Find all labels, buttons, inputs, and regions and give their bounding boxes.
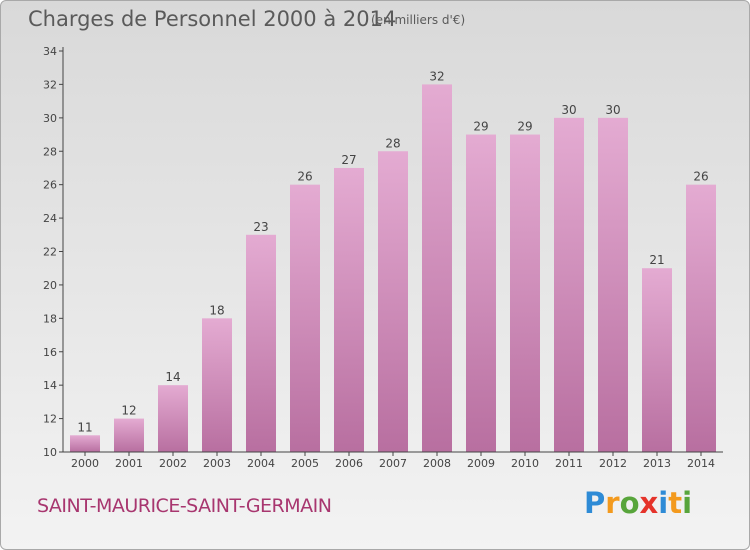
y-tick-label-10: 10 <box>43 446 57 459</box>
data-label-2007: 28 <box>385 136 400 150</box>
logo-letter: r <box>605 486 620 520</box>
y-tick-label-16: 16 <box>43 346 57 359</box>
x-tick-label-2012: 2012 <box>599 457 627 470</box>
data-label-2005: 26 <box>297 170 312 184</box>
y-tick-label-30: 30 <box>43 112 57 125</box>
x-tick-label-2000: 2000 <box>71 457 99 470</box>
y-tick-label-26: 26 <box>43 179 57 192</box>
y-tick-label-32: 32 <box>43 78 57 91</box>
bar-2002 <box>158 385 188 452</box>
data-label-2009: 29 <box>473 120 488 134</box>
bar-2011 <box>554 117 584 452</box>
bar-2006 <box>334 167 364 453</box>
y-tick-label-22: 22 <box>43 246 57 259</box>
logo-letter: t <box>668 486 683 520</box>
bar-2007 <box>378 151 408 452</box>
bar-chart: 11 12 14 18 23 26 27 28 32 29 29 30 30 21 26 2000 2001 2… <box>43 45 723 470</box>
x-tick-label-2009: 2009 <box>467 457 495 470</box>
y-tick-label-34: 34 <box>43 45 57 58</box>
x-tick-label-2007: 2007 <box>379 457 407 470</box>
logo-letter: i <box>658 486 669 520</box>
data-label-2003: 18 <box>209 303 224 317</box>
bar-2004 <box>246 234 276 452</box>
data-label-2001: 12 <box>121 404 136 418</box>
bar-2014 <box>686 184 716 452</box>
data-label-2014: 26 <box>693 170 708 184</box>
bar-2000 <box>70 435 100 452</box>
data-label-2013: 21 <box>649 253 664 267</box>
y-tick-label-20: 20 <box>43 279 57 292</box>
chart-title: Charges de Personnel 2000 à 2014 <box>28 7 397 31</box>
x-tick-label-2005: 2005 <box>291 457 319 470</box>
y-tick-label-14: 14 <box>43 379 57 392</box>
bar-2005 <box>290 184 320 452</box>
x-tick-label-2001: 2001 <box>115 457 143 470</box>
bar-2010 <box>510 134 540 452</box>
y-tick-label-24: 24 <box>43 212 57 225</box>
x-tick-label-2004: 2004 <box>247 457 275 470</box>
bar-2008 <box>422 84 452 453</box>
x-tick-label-2014: 2014 <box>687 457 715 470</box>
logo-letter: x <box>639 486 659 520</box>
data-label-2010: 29 <box>517 120 532 134</box>
x-tick-label-2013: 2013 <box>643 457 671 470</box>
x-tick-label-2002: 2002 <box>159 457 187 470</box>
data-label-2012: 30 <box>605 103 620 117</box>
bar-2003 <box>202 318 232 452</box>
x-tick-label-2006: 2006 <box>335 457 363 470</box>
data-label-2000: 11 <box>77 420 92 434</box>
x-tick-label-2008: 2008 <box>423 457 451 470</box>
logo-letter: o <box>619 486 640 520</box>
chart-subtitle: (en milliers d'€) <box>371 13 466 27</box>
data-label-2008: 32 <box>429 69 444 83</box>
x-tick-label-2003: 2003 <box>203 457 231 470</box>
data-label-2002: 14 <box>165 370 180 384</box>
y-tick-label-18: 18 <box>43 312 57 325</box>
x-tick-label-2010: 2010 <box>511 457 539 470</box>
bar-2013 <box>642 268 672 452</box>
y-tick-label-28: 28 <box>43 145 57 158</box>
data-label-2004: 23 <box>253 220 268 234</box>
logo-letter: i <box>682 486 693 520</box>
y-tick-label-12: 12 <box>43 413 57 426</box>
proxiti-logo: Proxiti <box>584 486 692 520</box>
data-label-2011: 30 <box>561 103 576 117</box>
commune-name: SAINT-MAURICE-SAINT-GERMAIN <box>37 495 332 517</box>
logo-letter: P <box>584 486 606 520</box>
x-tick-label-2011: 2011 <box>555 457 583 470</box>
data-label-2006: 27 <box>341 153 356 167</box>
bar-2001 <box>114 418 144 452</box>
bar-2009 <box>466 134 496 452</box>
bar-2012 <box>598 117 628 452</box>
